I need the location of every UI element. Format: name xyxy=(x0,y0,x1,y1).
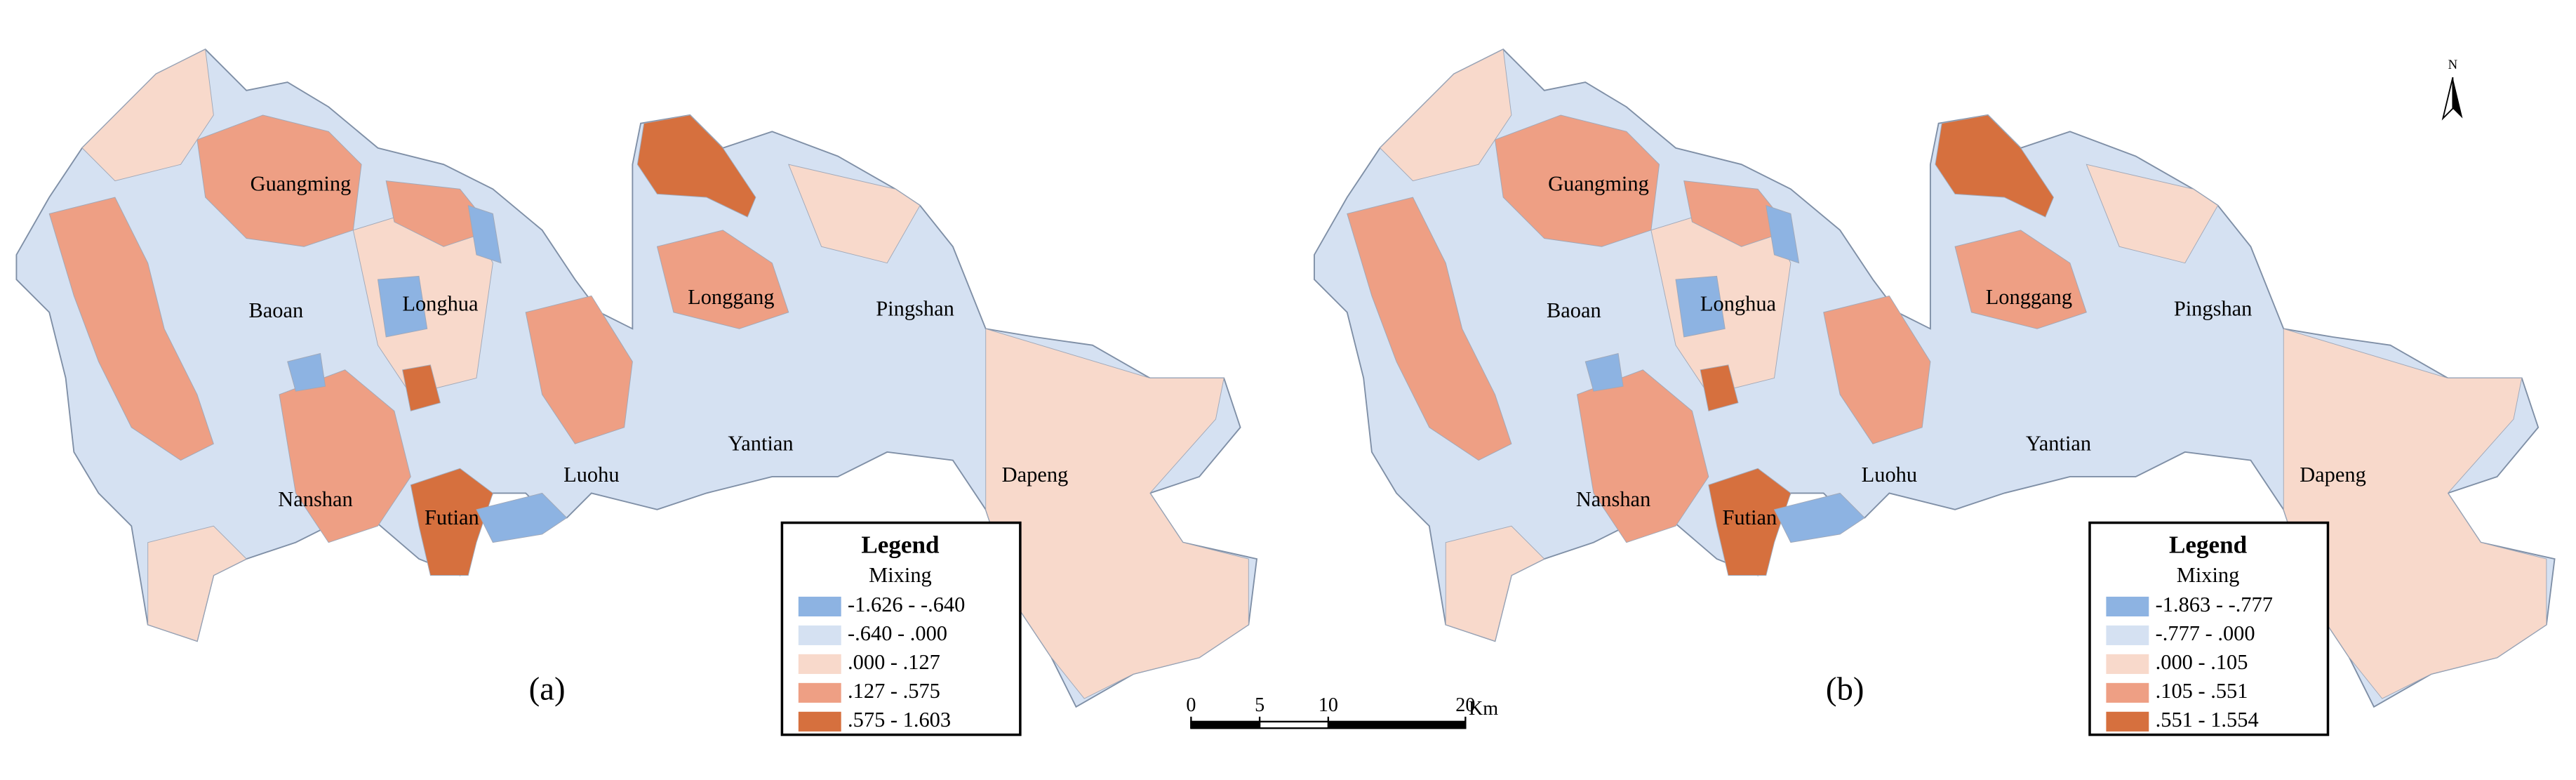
district-label: Luohu xyxy=(563,463,619,487)
map-panel: Guangming Baoan Longhua Longgang Pingshan Yan… xyxy=(1314,48,2556,736)
region xyxy=(1700,364,1739,411)
legend-title: Legend xyxy=(2169,531,2248,559)
legend-entry: -1.863 - -.777 xyxy=(2156,593,2273,616)
district-label: Longhua xyxy=(1700,291,1777,315)
region xyxy=(1823,295,1931,444)
district-label: Pingshan xyxy=(876,297,954,321)
district-label: Guangming xyxy=(251,172,352,196)
legend-entry: -.640 - .000 xyxy=(848,621,947,645)
scale-unit: Km xyxy=(1469,698,1498,720)
region xyxy=(2086,164,2219,264)
region xyxy=(196,114,362,247)
region xyxy=(1954,230,2087,329)
region xyxy=(525,295,633,444)
region xyxy=(788,164,921,264)
region xyxy=(410,468,493,576)
legend-swatch xyxy=(798,625,841,645)
region xyxy=(636,114,756,218)
region xyxy=(1766,205,1800,264)
legend-swatch xyxy=(2106,654,2149,674)
legend-swatch xyxy=(2106,682,2149,703)
district-label: Baoan xyxy=(248,298,303,322)
scale-label: 0 xyxy=(1186,694,1196,716)
district-label: Dapeng xyxy=(1002,463,1069,487)
region xyxy=(1347,197,1512,461)
legend-subtitle: Mixing xyxy=(869,563,932,587)
legend-swatch xyxy=(2106,625,2149,645)
legend-entry: .551 - 1.554 xyxy=(2156,708,2259,732)
region xyxy=(1494,114,1660,247)
district-label: Pingshan xyxy=(2174,297,2253,321)
district-label: Luohu xyxy=(1862,463,1917,487)
legend-subtitle: Mixing xyxy=(2177,563,2240,587)
north-arrow xyxy=(2452,77,2463,119)
legend-entry: .000 - .105 xyxy=(2156,650,2248,674)
region xyxy=(985,328,1249,699)
legend-swatch xyxy=(798,682,841,703)
region xyxy=(1683,180,1791,247)
region xyxy=(279,369,411,543)
district-label: Futian xyxy=(1723,505,1777,529)
legend-entry: .000 - .127 xyxy=(848,650,940,674)
region xyxy=(1773,492,1865,543)
region xyxy=(656,230,789,329)
region xyxy=(476,492,568,543)
district-label: Yantian xyxy=(2026,431,2091,455)
north-arrow xyxy=(2441,77,2454,121)
region xyxy=(377,275,428,338)
legend-entry: -.777 - .000 xyxy=(2156,621,2255,645)
legend-swatch xyxy=(798,596,841,617)
legend-entry: .575 - 1.603 xyxy=(848,708,951,732)
north-label: N xyxy=(2448,58,2458,72)
map-panel: Guangming Baoan Longhua Longgang Pingshan Yan… xyxy=(15,48,1258,736)
district-label: Futian xyxy=(425,505,479,529)
scale-label: 20 xyxy=(1455,694,1475,716)
region xyxy=(1379,48,1512,182)
region xyxy=(1708,468,1791,576)
region xyxy=(147,525,247,642)
region xyxy=(467,205,502,264)
legend-swatch xyxy=(798,711,841,732)
region xyxy=(402,364,441,411)
district-label: Nanshan xyxy=(278,487,352,511)
scale-label: 5 xyxy=(1255,694,1264,716)
scale-bar-segment xyxy=(1328,721,1466,729)
scale-label: 10 xyxy=(1319,694,1338,716)
region xyxy=(1935,114,2055,218)
region xyxy=(81,48,214,182)
district-label: Yantian xyxy=(728,431,793,455)
district-label: Longgang xyxy=(1986,285,2072,309)
legend-swatch xyxy=(2106,596,2149,617)
panel-label: (b) xyxy=(1826,670,1864,707)
region xyxy=(287,352,326,392)
region xyxy=(1675,275,1726,338)
region xyxy=(48,197,214,461)
district-label: Longhua xyxy=(402,291,479,315)
district-label: Longgang xyxy=(688,285,774,309)
district-label: Dapeng xyxy=(2300,463,2366,487)
region xyxy=(385,180,494,247)
legend-entry: .127 - .575 xyxy=(848,679,940,703)
district-label: Nanshan xyxy=(1576,487,1650,511)
district-label: Guangming xyxy=(1548,172,1649,196)
legend-swatch xyxy=(798,654,841,674)
legend-title: Legend xyxy=(861,531,940,559)
region xyxy=(1577,369,1709,543)
panel-label: (a) xyxy=(529,670,566,707)
region xyxy=(1584,352,1624,392)
legend-swatch xyxy=(2106,711,2149,732)
scale-bar-segment xyxy=(1191,721,1260,729)
region xyxy=(1445,525,1545,642)
district-label: Baoan xyxy=(1547,298,1601,322)
legend-entry: .105 - .551 xyxy=(2156,679,2248,703)
legend-entry: -1.626 - -.640 xyxy=(848,593,965,616)
